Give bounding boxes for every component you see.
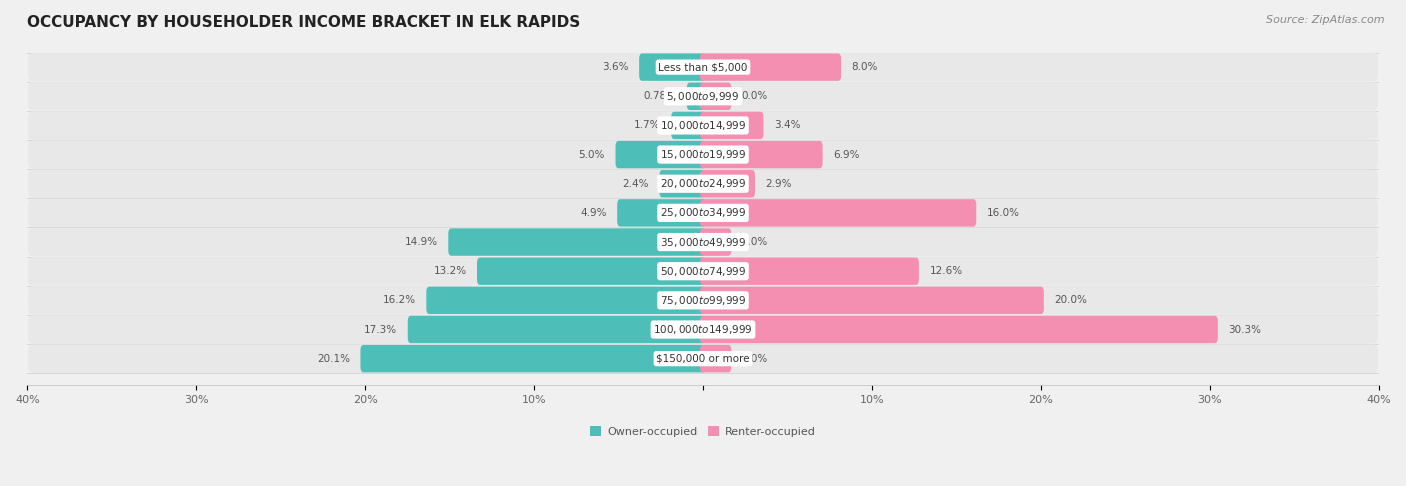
Text: 3.4%: 3.4% bbox=[773, 121, 800, 130]
Text: 30.3%: 30.3% bbox=[1229, 325, 1261, 334]
FancyBboxPatch shape bbox=[360, 345, 706, 372]
Text: $35,000 to $49,999: $35,000 to $49,999 bbox=[659, 236, 747, 248]
FancyBboxPatch shape bbox=[28, 111, 1378, 139]
Text: 14.9%: 14.9% bbox=[405, 237, 437, 247]
FancyBboxPatch shape bbox=[700, 228, 731, 256]
Text: 6.9%: 6.9% bbox=[834, 150, 859, 159]
Text: 16.2%: 16.2% bbox=[382, 295, 416, 305]
FancyBboxPatch shape bbox=[686, 83, 706, 110]
Text: 2.9%: 2.9% bbox=[765, 179, 792, 189]
FancyBboxPatch shape bbox=[700, 141, 823, 168]
Text: 16.0%: 16.0% bbox=[987, 208, 1019, 218]
Text: 0.0%: 0.0% bbox=[742, 237, 768, 247]
FancyBboxPatch shape bbox=[28, 345, 1378, 373]
Text: 17.3%: 17.3% bbox=[364, 325, 398, 334]
FancyBboxPatch shape bbox=[28, 82, 1378, 110]
FancyBboxPatch shape bbox=[700, 112, 763, 139]
Text: 0.0%: 0.0% bbox=[742, 354, 768, 364]
Text: 0.0%: 0.0% bbox=[742, 91, 768, 101]
FancyBboxPatch shape bbox=[617, 199, 706, 226]
Text: $15,000 to $19,999: $15,000 to $19,999 bbox=[659, 148, 747, 161]
Text: 1.7%: 1.7% bbox=[634, 121, 661, 130]
FancyBboxPatch shape bbox=[426, 287, 706, 314]
Text: $25,000 to $34,999: $25,000 to $34,999 bbox=[659, 207, 747, 219]
FancyBboxPatch shape bbox=[28, 140, 1378, 169]
Text: OCCUPANCY BY HOUSEHOLDER INCOME BRACKET IN ELK RAPIDS: OCCUPANCY BY HOUSEHOLDER INCOME BRACKET … bbox=[27, 15, 581, 30]
FancyBboxPatch shape bbox=[28, 199, 1378, 227]
FancyBboxPatch shape bbox=[700, 53, 841, 81]
Text: 5.0%: 5.0% bbox=[579, 150, 605, 159]
Text: $75,000 to $99,999: $75,000 to $99,999 bbox=[659, 294, 747, 307]
Legend: Owner-occupied, Renter-occupied: Owner-occupied, Renter-occupied bbox=[586, 422, 820, 441]
FancyBboxPatch shape bbox=[28, 228, 1378, 256]
Text: 20.1%: 20.1% bbox=[316, 354, 350, 364]
FancyBboxPatch shape bbox=[28, 53, 1378, 81]
Text: 13.2%: 13.2% bbox=[433, 266, 467, 276]
Text: 20.0%: 20.0% bbox=[1054, 295, 1087, 305]
FancyBboxPatch shape bbox=[28, 170, 1378, 198]
Text: $150,000 or more: $150,000 or more bbox=[657, 354, 749, 364]
Text: 2.4%: 2.4% bbox=[623, 179, 650, 189]
FancyBboxPatch shape bbox=[671, 112, 706, 139]
FancyBboxPatch shape bbox=[700, 316, 1218, 343]
Text: $50,000 to $74,999: $50,000 to $74,999 bbox=[659, 265, 747, 278]
FancyBboxPatch shape bbox=[28, 315, 1378, 344]
FancyBboxPatch shape bbox=[700, 83, 731, 110]
FancyBboxPatch shape bbox=[640, 53, 706, 81]
Text: 0.78%: 0.78% bbox=[644, 91, 676, 101]
FancyBboxPatch shape bbox=[28, 286, 1378, 314]
Text: Less than $5,000: Less than $5,000 bbox=[658, 62, 748, 72]
FancyBboxPatch shape bbox=[659, 170, 706, 197]
FancyBboxPatch shape bbox=[700, 345, 731, 372]
Text: 3.6%: 3.6% bbox=[602, 62, 628, 72]
Text: 12.6%: 12.6% bbox=[929, 266, 963, 276]
Text: $20,000 to $24,999: $20,000 to $24,999 bbox=[659, 177, 747, 190]
FancyBboxPatch shape bbox=[477, 258, 706, 285]
Text: $10,000 to $14,999: $10,000 to $14,999 bbox=[659, 119, 747, 132]
Text: $5,000 to $9,999: $5,000 to $9,999 bbox=[666, 90, 740, 103]
Text: 8.0%: 8.0% bbox=[852, 62, 877, 72]
Text: Source: ZipAtlas.com: Source: ZipAtlas.com bbox=[1267, 15, 1385, 25]
FancyBboxPatch shape bbox=[28, 257, 1378, 285]
FancyBboxPatch shape bbox=[700, 199, 976, 226]
FancyBboxPatch shape bbox=[700, 170, 755, 197]
FancyBboxPatch shape bbox=[449, 228, 706, 256]
FancyBboxPatch shape bbox=[700, 258, 920, 285]
FancyBboxPatch shape bbox=[700, 287, 1043, 314]
Text: 4.9%: 4.9% bbox=[581, 208, 607, 218]
Text: $100,000 to $149,999: $100,000 to $149,999 bbox=[654, 323, 752, 336]
FancyBboxPatch shape bbox=[408, 316, 706, 343]
FancyBboxPatch shape bbox=[616, 141, 706, 168]
